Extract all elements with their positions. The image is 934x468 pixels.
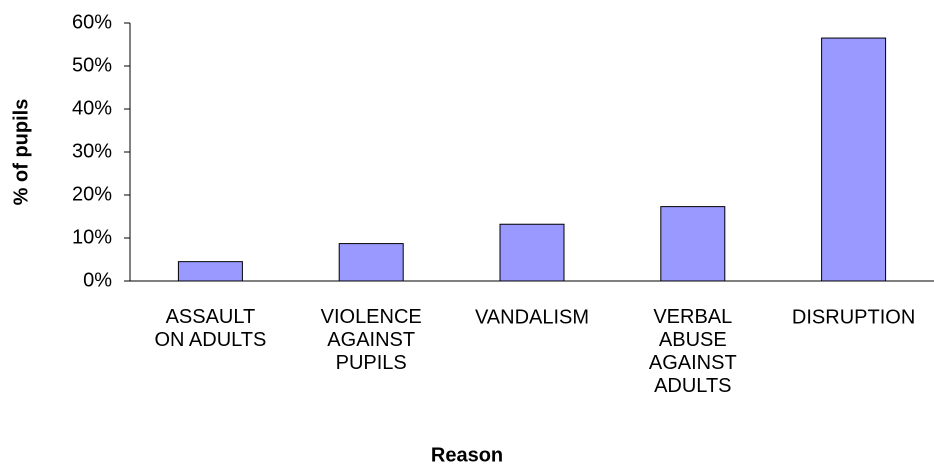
y-tick-label: 40%	[72, 97, 112, 119]
bar	[660, 206, 726, 282]
x-tick-label: VANDALISM	[475, 306, 589, 328]
x-axis-title: Reason	[431, 444, 503, 466]
bar	[499, 223, 565, 282]
bar	[177, 261, 243, 282]
y-tick-label: 50%	[72, 54, 112, 76]
x-tick-label: DISRUPTION	[792, 306, 915, 328]
y-tick-label: 10%	[72, 226, 112, 248]
x-tick-label: VIOLENCE AGAINST PUPILS	[321, 306, 422, 374]
x-tick-label: VERBAL ABUSE AGAINST ADULTS	[649, 306, 737, 397]
y-tick-label: 60%	[72, 11, 112, 33]
x-tick-label: ASSAULT ON ADULTS	[154, 306, 266, 351]
y-tick-label: 30%	[72, 140, 112, 162]
bar	[338, 243, 404, 282]
y-axis-title: % of pupils	[10, 99, 32, 206]
bar	[821, 37, 887, 282]
y-tick-label: 0%	[83, 269, 112, 291]
y-tick-label: 20%	[72, 183, 112, 205]
